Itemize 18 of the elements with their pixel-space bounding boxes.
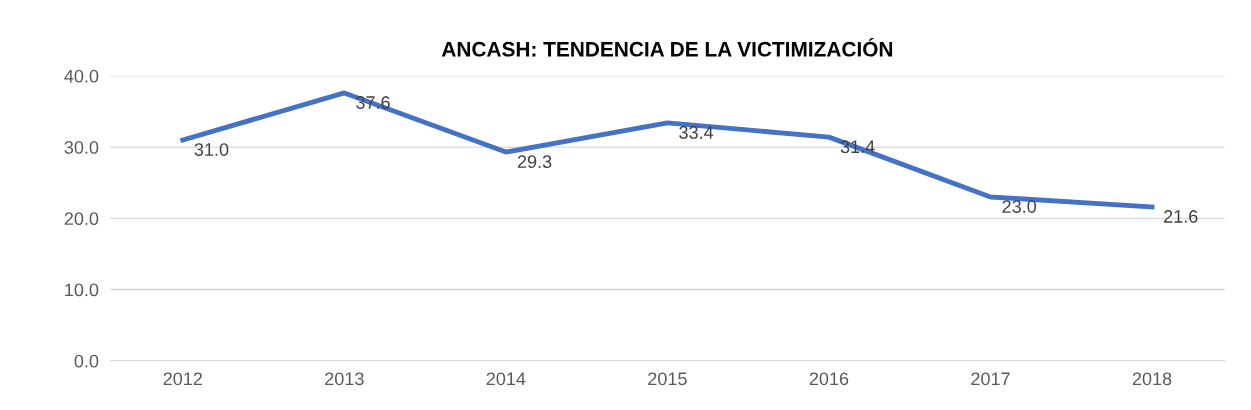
x-tick-label: 2018 [1132, 372, 1172, 386]
chart-title: ANCASH: TENDENCIA DE LA VICTIMIZACIÓN [441, 37, 893, 57]
x-tick-label: 2014 [486, 372, 526, 386]
data-label: 23.0 [1002, 200, 1037, 213]
y-tick-label: 0.0 [74, 354, 99, 368]
x-tick-label: 2015 [648, 372, 687, 386]
data-label: 33.4 [679, 126, 714, 139]
y-tick-label: 10.0 [65, 283, 99, 297]
y-tick-label: 20.0 [64, 212, 99, 226]
data-label: 21.6 [1164, 210, 1198, 223]
x-tick-label: 2013 [325, 372, 364, 386]
x-tick-label: 2012 [163, 372, 202, 386]
x-tick-label: 2016 [809, 372, 849, 386]
data-label: 31.0 [194, 143, 229, 156]
data-label: 29.3 [517, 155, 552, 169]
y-tick-label: 30.0 [64, 141, 99, 154]
x-tick-label: 2017 [971, 372, 1010, 386]
y-tick-label: 40.0 [64, 69, 99, 83]
